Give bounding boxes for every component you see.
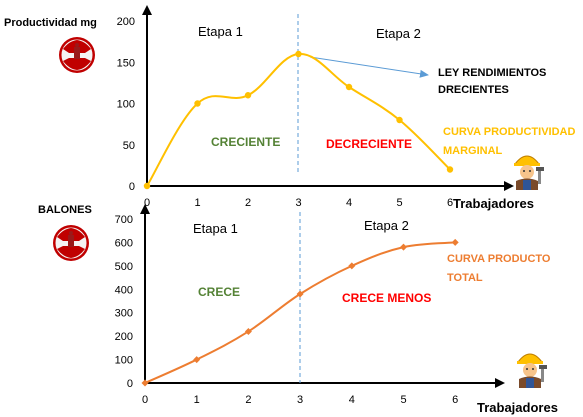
data-point [194, 100, 201, 107]
law-annotation-arrow [309, 56, 429, 78]
bottom-curve-label-line1: CURVA PRODUCTO [447, 253, 551, 265]
y-tick-label: 100 [115, 355, 133, 367]
data-point [141, 379, 149, 387]
x-tick-label: 3 [295, 197, 301, 209]
y-tick-label: 150 [117, 57, 135, 69]
law-annotation-line1: LEY RENDIMIENTOS [438, 67, 546, 79]
x-tick-label: 1 [194, 197, 200, 209]
construction-worker-icon [513, 155, 544, 190]
bottom-stage-2-label: Etapa 2 [364, 218, 409, 233]
bottom-x-axis-title: Trabajadores [477, 400, 558, 415]
data-point [296, 290, 304, 298]
bottom-region-crece: CRECE [198, 285, 240, 299]
y-tick-label: 0 [127, 378, 133, 390]
y-tick-label: 300 [115, 308, 133, 320]
data-point [143, 182, 151, 190]
top-curve-label-line2: MARGINAL [443, 145, 503, 157]
x-tick-label: 4 [346, 197, 352, 209]
x-tick-label: 5 [396, 197, 402, 209]
x-tick-label: 2 [245, 394, 251, 406]
top-stage-2-label: Etapa 2 [376, 26, 421, 41]
bottom-curve-label-line2: TOTAL [447, 272, 483, 284]
bottom-y-axis-title: BALONES [38, 204, 92, 216]
top-stage-1-label: Etapa 1 [198, 24, 243, 39]
y-tick-label: 100 [117, 99, 135, 111]
y-tick-label: 0 [129, 181, 135, 193]
x-tick-label: 5 [400, 394, 406, 406]
data-point [400, 243, 407, 251]
y-tick-label: 600 [115, 237, 133, 249]
y-tick-label: 500 [115, 261, 133, 273]
soccer-ball-icon [53, 225, 89, 261]
data-point [446, 166, 454, 173]
top-x-axis-title: Trabajadores [453, 196, 534, 211]
top-curve-label-line1: CURVA PRODUCTIVIDAD [443, 126, 575, 138]
top-region-decreciente: DECRECIENTE [326, 137, 412, 151]
x-tick-label: 2 [245, 197, 251, 209]
y-tick-label: 200 [117, 16, 135, 28]
law-annotation-line2: DRECIENTES [438, 84, 509, 96]
data-point [295, 50, 302, 58]
y-tick-label: 400 [115, 284, 133, 296]
y-tick-label: 700 [115, 214, 133, 226]
data-point [244, 327, 252, 335]
data-point [348, 262, 356, 270]
top-region-creciente: CRECIENTE [211, 135, 280, 149]
x-tick-label: 3 [297, 394, 303, 406]
x-tick-label: 6 [452, 394, 458, 406]
construction-worker-icon [516, 353, 547, 388]
x-tick-label: 0 [144, 197, 150, 209]
x-tick-label: 0 [142, 394, 148, 406]
bottom-region-crece-menos: CRECE MENOS [342, 291, 431, 305]
data-point [396, 116, 403, 124]
data-point [244, 92, 252, 99]
data-point [345, 83, 353, 91]
data-point [451, 238, 459, 246]
total-product-chart: BALONES 0 100 200 300 400 500 600 700 0 1 2 3 4 5 6 E… [38, 204, 558, 415]
x-tick-label: 4 [349, 394, 355, 406]
x-tick-label: 6 [447, 197, 453, 209]
marginal-product-chart: Productividad mg 0 50 100 150 200 0 1 2 3 4 5 6 Et… [4, 5, 575, 211]
y-tick-label: 200 [115, 331, 133, 343]
data-point [193, 356, 201, 364]
bottom-stage-1-label: Etapa 1 [193, 221, 238, 236]
soccer-ball-icon [59, 37, 95, 73]
y-tick-label: 50 [123, 140, 135, 152]
x-tick-label: 1 [194, 394, 200, 406]
top-y-axis-title: Productividad mg [4, 17, 97, 29]
